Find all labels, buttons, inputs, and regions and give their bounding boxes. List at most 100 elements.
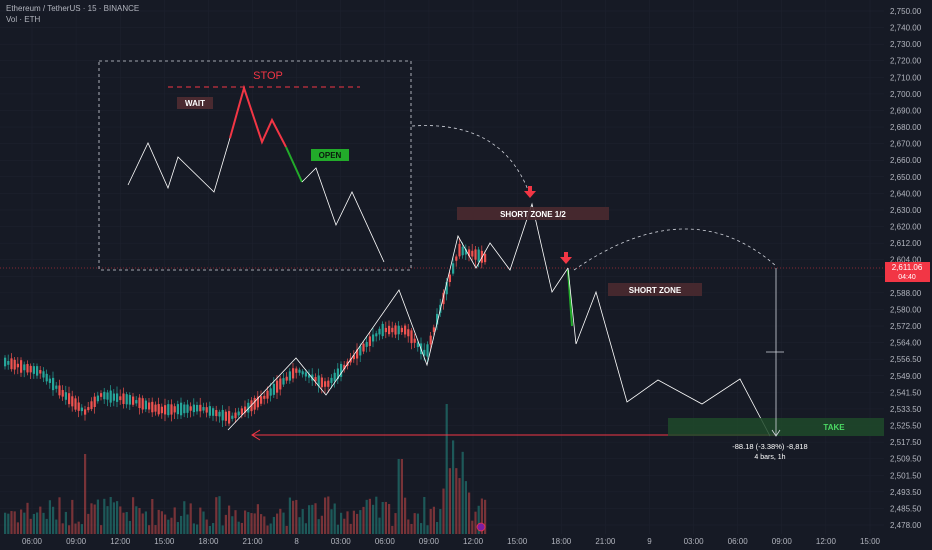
volume-bar <box>317 519 320 534</box>
volume-bar <box>52 506 55 534</box>
volume-bar <box>112 502 115 534</box>
volume-bar <box>176 522 179 534</box>
candle-body <box>189 406 192 411</box>
candle-body <box>16 363 19 368</box>
volume-bar <box>71 499 74 534</box>
volume-bar <box>80 524 83 534</box>
candle-body <box>215 410 218 417</box>
candle-body <box>26 363 29 373</box>
candle-body <box>474 249 477 260</box>
candle-body <box>64 392 67 400</box>
candle-body <box>202 407 205 411</box>
time-tick-label: 21:00 <box>243 537 264 546</box>
candle-body <box>39 370 42 374</box>
scenario-path-green <box>285 146 303 183</box>
time-tick-label: 9 <box>647 537 652 546</box>
volume-bar <box>32 513 35 534</box>
volume-bar <box>452 440 455 534</box>
volume-bar <box>314 503 317 534</box>
time-tick-label: 8 <box>294 537 299 546</box>
candle-body <box>116 393 119 402</box>
measure-label-1: -88.18 (-3.38%) -8,818 <box>732 442 807 451</box>
scenario-box <box>98 60 412 271</box>
time-tick-label: 12:00 <box>110 537 131 546</box>
candle-body <box>269 388 272 396</box>
candle-body <box>71 396 74 407</box>
volume-bar <box>356 513 359 534</box>
volume-bar <box>304 523 307 534</box>
candle-body <box>343 364 346 370</box>
volume-bar <box>218 496 221 534</box>
volume-bar <box>64 511 67 534</box>
candle-body <box>388 325 391 335</box>
volume-bar <box>116 501 119 534</box>
candle-body <box>384 327 387 333</box>
volume-bar <box>410 523 413 534</box>
short-zone-1-box <box>457 207 609 220</box>
indicator-icon[interactable] <box>476 522 486 532</box>
arrow-down-icon <box>524 186 536 198</box>
price-axis[interactable]: 2,750.00 2,740.00 2,730.00 2,720.00 2,710.00… <box>890 7 922 530</box>
candle-body <box>452 263 455 274</box>
candle-body <box>192 404 195 413</box>
volume-bar <box>375 496 378 534</box>
volume-bar <box>96 499 99 534</box>
volume-bar <box>445 404 448 534</box>
candle-body <box>237 411 240 416</box>
candle-body <box>442 292 445 305</box>
candle-body <box>413 338 416 343</box>
volume-bar <box>106 506 109 534</box>
price-tick-label: 2,478.00 <box>890 521 922 530</box>
volume-bar <box>212 523 215 534</box>
volume-bar <box>221 525 224 534</box>
volume-bar <box>74 523 77 534</box>
candle-body <box>407 329 410 337</box>
candles <box>4 238 487 428</box>
candle-body <box>20 360 23 373</box>
volume-bar <box>7 513 10 534</box>
price-tick-label: 2,549.00 <box>890 372 922 381</box>
volume-bar <box>276 513 279 534</box>
candle-body <box>164 405 167 415</box>
candle-body <box>93 396 96 407</box>
candle-body <box>279 378 282 390</box>
candle-body <box>103 391 106 400</box>
candle-body <box>7 360 10 365</box>
candle-body <box>455 256 458 261</box>
arrow-down-icon <box>560 252 572 264</box>
time-tick-label: 09:00 <box>419 537 440 546</box>
open-box <box>311 149 349 161</box>
stop-label: STOP <box>253 70 283 82</box>
volume-bar <box>90 503 93 534</box>
volume-bar <box>474 511 477 534</box>
volume-bar <box>141 513 144 534</box>
volume-bar <box>84 454 87 534</box>
candle-body <box>125 394 128 405</box>
volume-bar <box>93 504 96 534</box>
volume-bar <box>308 505 311 534</box>
price-tick-label: 2,612.00 <box>890 239 922 248</box>
volume-bar <box>119 506 122 534</box>
time-axis[interactable]: 06:00 09:00 12:00 15:00 18:00 21:00 8 03:00 06:0… <box>22 537 881 546</box>
price-tick-label: 2,517.50 <box>890 438 922 447</box>
volume-bar <box>138 508 141 534</box>
volume-bar <box>295 499 298 534</box>
time-tick-label: 18:00 <box>198 537 219 546</box>
candle-body <box>109 390 112 403</box>
volume-bar <box>39 506 42 534</box>
candle-body <box>244 406 247 413</box>
candle-body <box>170 404 173 415</box>
volume-bar <box>109 496 112 534</box>
volume-bar <box>324 497 327 534</box>
candle-body <box>240 408 243 415</box>
volume-bar <box>26 502 29 534</box>
volume-bar <box>416 513 419 534</box>
volume-bar <box>100 525 103 534</box>
time-tick-label: 09:00 <box>772 537 793 546</box>
candle-body <box>212 408 215 416</box>
volume-bar <box>349 523 352 534</box>
candle-body <box>464 249 467 255</box>
volume-bar <box>215 497 218 534</box>
time-tick-label: 18:00 <box>551 537 572 546</box>
